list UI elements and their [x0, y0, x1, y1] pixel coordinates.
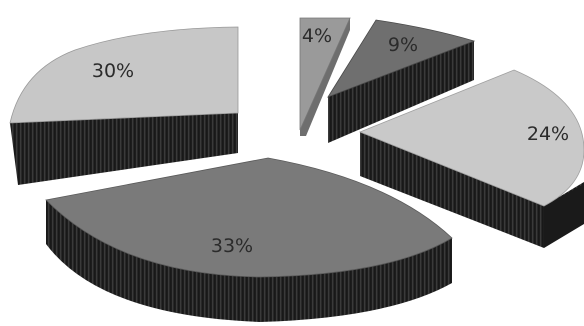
slice-9-label: 9%: [388, 34, 418, 56]
slice-33: 33%: [45, 157, 453, 322]
slice-24-side-front: [360, 132, 544, 248]
slice-30: 30%: [9, 26, 239, 185]
slice-4-label: 4%: [302, 25, 332, 47]
slice-33-label: 33%: [211, 235, 253, 257]
slice-33-side: [46, 200, 452, 322]
slice-24-label: 24%: [527, 123, 569, 145]
slice-9: 9%: [327, 19, 476, 143]
slice-9-side: [328, 41, 474, 143]
slice-4: 4%: [299, 17, 351, 136]
slice-30-top: [9, 26, 239, 124]
slice-30-label: 30%: [92, 60, 134, 82]
slice-24-side-right: [544, 184, 584, 248]
slice-24: 24%: [358, 69, 584, 248]
slice-30-side: [10, 113, 238, 185]
slice-9-top: [327, 19, 476, 98]
slice-4-top: [299, 17, 351, 131]
slice-33-top: [45, 157, 453, 278]
